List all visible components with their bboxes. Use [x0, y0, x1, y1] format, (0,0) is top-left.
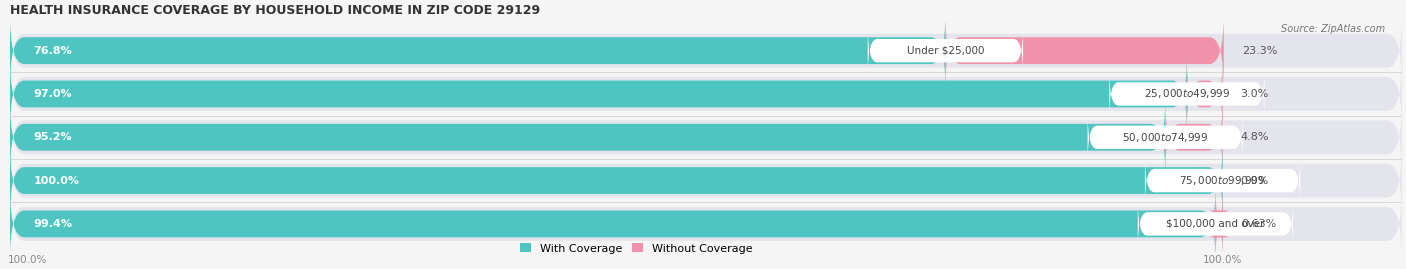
Legend: With Coverage, Without Coverage: With Coverage, Without Coverage — [516, 239, 756, 258]
FancyBboxPatch shape — [10, 16, 1402, 86]
FancyBboxPatch shape — [10, 99, 1166, 176]
Text: 99.4%: 99.4% — [34, 219, 73, 229]
FancyBboxPatch shape — [1144, 158, 1301, 204]
Text: Source: ZipAtlas.com: Source: ZipAtlas.com — [1281, 24, 1385, 34]
Text: 97.0%: 97.0% — [34, 89, 72, 99]
Text: HEALTH INSURANCE COVERAGE BY HOUSEHOLD INCOME IN ZIP CODE 29129: HEALTH INSURANCE COVERAGE BY HOUSEHOLD I… — [10, 4, 540, 17]
FancyBboxPatch shape — [10, 102, 1402, 172]
Text: $25,000 to $49,999: $25,000 to $49,999 — [1143, 87, 1230, 100]
FancyBboxPatch shape — [10, 55, 1187, 133]
Text: $75,000 to $99,999: $75,000 to $99,999 — [1180, 174, 1265, 187]
FancyBboxPatch shape — [1137, 201, 1294, 247]
FancyBboxPatch shape — [10, 12, 945, 89]
FancyBboxPatch shape — [1088, 114, 1243, 160]
Text: 4.8%: 4.8% — [1240, 132, 1270, 142]
Text: $100,000 and over: $100,000 and over — [1166, 219, 1264, 229]
FancyBboxPatch shape — [10, 189, 1402, 259]
FancyBboxPatch shape — [868, 28, 1024, 74]
Text: 0.0%: 0.0% — [1240, 176, 1268, 186]
Text: 76.8%: 76.8% — [34, 46, 73, 56]
FancyBboxPatch shape — [10, 185, 1215, 263]
Text: 100.0%: 100.0% — [34, 176, 80, 186]
FancyBboxPatch shape — [945, 12, 1223, 89]
Text: 3.0%: 3.0% — [1240, 89, 1268, 99]
FancyBboxPatch shape — [10, 142, 1223, 219]
FancyBboxPatch shape — [1109, 71, 1264, 117]
Text: $50,000 to $74,999: $50,000 to $74,999 — [1122, 131, 1208, 144]
FancyBboxPatch shape — [10, 146, 1402, 216]
Text: 23.3%: 23.3% — [1241, 46, 1277, 56]
Text: Under $25,000: Under $25,000 — [907, 46, 984, 56]
Text: 0.63%: 0.63% — [1241, 219, 1277, 229]
FancyBboxPatch shape — [1166, 99, 1223, 176]
FancyBboxPatch shape — [1209, 185, 1230, 263]
Text: 95.2%: 95.2% — [34, 132, 72, 142]
FancyBboxPatch shape — [1187, 55, 1223, 133]
FancyBboxPatch shape — [10, 59, 1402, 129]
